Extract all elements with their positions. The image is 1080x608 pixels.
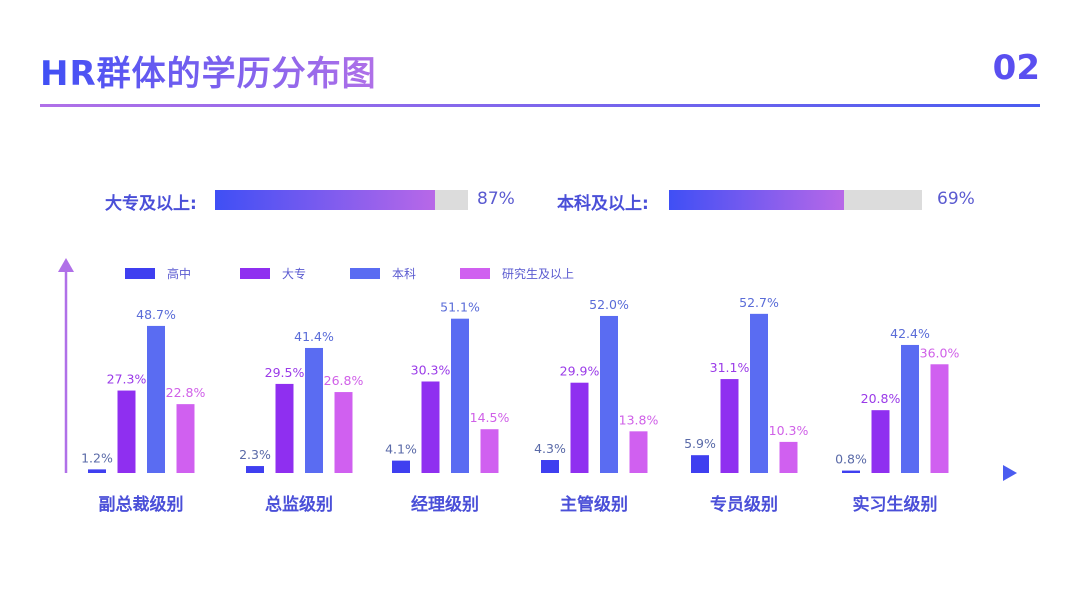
x-tick-label: 总监级别 <box>265 494 333 515</box>
data-label: 41.4% <box>294 329 334 344</box>
data-label: 13.8% <box>619 412 659 427</box>
data-label: 48.7% <box>136 307 176 322</box>
data-label: 27.3% <box>107 372 147 387</box>
progress-value-bachelor: 69% <box>937 189 975 209</box>
bar <box>305 347 323 473</box>
data-label: 10.3% <box>769 423 809 438</box>
progress-bar-college <box>215 190 468 210</box>
data-label: 31.1% <box>710 360 750 375</box>
data-label: 4.1% <box>385 442 417 457</box>
legend-swatch <box>350 268 380 279</box>
bar <box>480 429 499 473</box>
progress-label-college: 大专及以上: <box>105 194 197 214</box>
x-axis-arrow-icon <box>1003 465 1017 481</box>
data-label: 1.2% <box>81 450 113 465</box>
bar <box>930 364 949 473</box>
bar <box>451 318 469 473</box>
progress-bar-bachelor <box>669 190 922 210</box>
x-tick-label: 专员级别 <box>710 494 778 515</box>
bar <box>842 470 860 473</box>
bar <box>117 390 136 473</box>
legend-swatch <box>125 268 155 279</box>
data-label: 22.8% <box>166 385 206 400</box>
bar <box>600 315 618 473</box>
data-label: 4.3% <box>534 441 566 456</box>
data-label: 20.8% <box>861 391 901 406</box>
data-label: 2.3% <box>239 447 271 462</box>
x-tick-label: 经理级别 <box>411 494 479 515</box>
data-label: 52.7% <box>739 295 779 310</box>
bar <box>750 313 768 473</box>
bar <box>176 404 195 473</box>
bar <box>392 460 410 473</box>
legend-swatch <box>460 268 490 279</box>
legend-label: 研究生及以上 <box>502 266 574 281</box>
data-label: 36.0% <box>920 345 960 360</box>
title-divider <box>40 104 1040 107</box>
legend-label: 高中 <box>167 266 191 281</box>
data-label: 26.8% <box>324 373 364 388</box>
bar <box>629 431 648 473</box>
bar <box>779 441 798 473</box>
legend-label: 大专 <box>282 266 306 281</box>
progress-fill-bachelor <box>669 190 844 210</box>
progress-fill-college <box>215 190 436 210</box>
bar <box>88 469 106 473</box>
data-label: 0.8% <box>835 452 867 467</box>
x-tick-label: 副总裁级别 <box>99 494 184 515</box>
x-tick-label: 实习生级别 <box>853 494 938 515</box>
legend-swatch <box>240 268 270 279</box>
bar <box>720 379 739 473</box>
bar <box>871 410 890 473</box>
data-label: 51.1% <box>440 300 480 315</box>
bar <box>570 382 589 473</box>
bar <box>421 381 440 473</box>
data-label: 29.5% <box>265 365 305 380</box>
data-label: 14.5% <box>470 410 510 425</box>
bar <box>246 466 264 473</box>
data-label: 5.9% <box>684 436 716 451</box>
page-title: HR群体的学历分布图 <box>40 46 377 95</box>
bar <box>541 460 559 473</box>
bar <box>147 325 165 473</box>
bar <box>275 383 294 473</box>
data-label: 42.4% <box>890 326 930 341</box>
progress-label-bachelor: 本科及以上: <box>557 194 649 214</box>
bar <box>901 344 919 473</box>
data-label: 30.3% <box>411 362 451 377</box>
data-label: 29.9% <box>560 364 600 379</box>
progress-value-college: 87% <box>477 189 515 209</box>
y-axis-arrow-icon <box>58 258 74 272</box>
bar <box>691 455 709 473</box>
page-number: 02 <box>992 48 1040 88</box>
bar <box>334 392 353 473</box>
data-label: 52.0% <box>589 297 629 312</box>
legend-label: 本科 <box>392 267 416 281</box>
x-tick-label: 主管级别 <box>560 494 628 515</box>
